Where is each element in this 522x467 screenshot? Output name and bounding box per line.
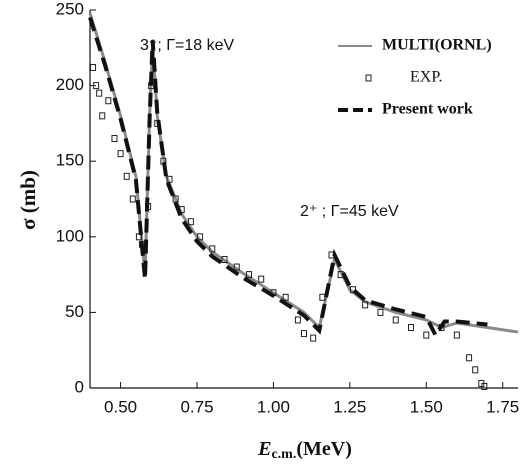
data-point bbox=[258, 275, 265, 283]
data-point bbox=[245, 271, 252, 279]
y-tick-label: 50 bbox=[65, 302, 84, 321]
x-tick-label: 1.25 bbox=[333, 397, 366, 416]
data-point bbox=[392, 316, 399, 324]
data-point bbox=[129, 195, 136, 203]
data-point bbox=[377, 308, 384, 316]
data-point bbox=[221, 255, 228, 263]
x-tick-label: 1.75 bbox=[486, 397, 519, 416]
x-label-sub: c.m. bbox=[271, 447, 296, 462]
data-point bbox=[310, 334, 317, 342]
data-point bbox=[117, 150, 124, 158]
data-point bbox=[301, 330, 307, 338]
y-tick-label: 0 bbox=[75, 377, 84, 396]
x-tick-label: 1.00 bbox=[257, 397, 290, 416]
data-point bbox=[187, 218, 194, 226]
data-point bbox=[408, 324, 414, 332]
data-point bbox=[111, 135, 118, 143]
data-point bbox=[233, 263, 240, 271]
y-axis-label: σ (mb) bbox=[16, 170, 40, 230]
x-tick-label: 0.75 bbox=[180, 397, 213, 416]
x-label-unit: (MeV) bbox=[296, 438, 352, 460]
x-tick-label: 0.50 bbox=[104, 397, 137, 416]
data-point bbox=[472, 366, 479, 374]
legend-swatch bbox=[365, 74, 372, 82]
y-tick-label: 150 bbox=[56, 151, 84, 170]
x-axis-label: Ec.m.(MeV) bbox=[257, 438, 352, 463]
data-point bbox=[123, 172, 130, 180]
annotation: 3⁺; Γ=18 keV bbox=[140, 37, 235, 54]
data-point bbox=[96, 89, 103, 97]
data-point bbox=[90, 63, 97, 71]
x-tick-label: 1.50 bbox=[410, 397, 443, 416]
y-tick-label: 250 bbox=[56, 0, 84, 18]
data-point bbox=[481, 382, 488, 390]
data-point bbox=[93, 82, 100, 90]
data-point bbox=[466, 354, 473, 362]
data-point bbox=[294, 316, 301, 324]
legend-label: MULTI(ORNL) bbox=[382, 37, 492, 54]
series-line bbox=[88, 16, 488, 340]
data-point bbox=[453, 331, 460, 339]
data-point bbox=[105, 97, 112, 105]
data-point bbox=[99, 112, 106, 120]
legend-label: Present work bbox=[382, 101, 473, 118]
data-point bbox=[362, 301, 369, 309]
y-tick-label: 200 bbox=[56, 75, 84, 94]
annotation: 2⁺ ; Γ=45 keV bbox=[300, 203, 399, 220]
legend-label: EXP. bbox=[410, 69, 442, 86]
x-label-e: E bbox=[257, 438, 271, 460]
data-point bbox=[209, 245, 216, 253]
data-point bbox=[423, 331, 430, 339]
data-point bbox=[197, 233, 204, 241]
data-point bbox=[319, 293, 326, 301]
data-point bbox=[282, 293, 289, 301]
y-tick-label: 100 bbox=[56, 226, 84, 245]
data-point bbox=[172, 195, 179, 203]
